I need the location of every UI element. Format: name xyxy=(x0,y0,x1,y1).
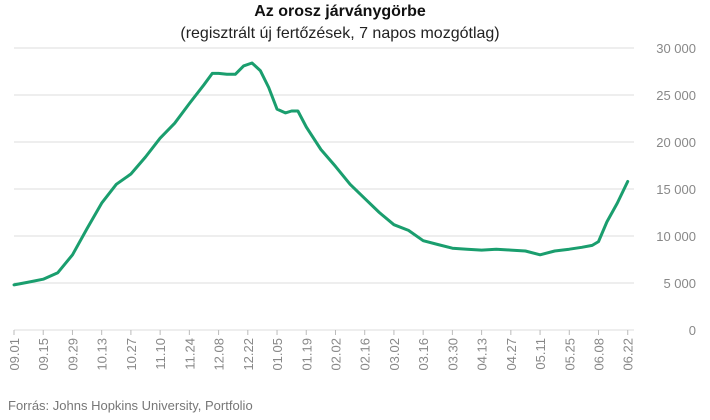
x-tick-label: 10.13 xyxy=(95,338,110,371)
x-tick-label: 09.15 xyxy=(36,338,51,371)
x-tick-label: 12.22 xyxy=(241,338,256,371)
x-tick-label: 01.19 xyxy=(299,338,314,371)
chart-title: Az orosz járványgörbe xyxy=(254,3,426,20)
x-tick-label: 02.02 xyxy=(328,338,343,371)
y-tick-label: 25 000 xyxy=(656,88,696,103)
x-tick-label: 03.02 xyxy=(387,338,402,371)
x-tick-label: 03.16 xyxy=(416,338,431,371)
x-tick-label: 01.05 xyxy=(270,338,285,371)
y-tick-label: 15 000 xyxy=(656,182,696,197)
y-tick-label: 0 xyxy=(689,323,696,338)
x-tick-label: 11.24 xyxy=(182,338,197,370)
x-tick-label: 09.29 xyxy=(65,338,80,371)
x-tick-label: 09.01 xyxy=(7,338,22,371)
chart-subtitle: (regisztrált új fertőzések, 7 napos mozg… xyxy=(180,25,500,42)
y-tick-label: 5 000 xyxy=(663,276,696,291)
x-tick-label: 10.27 xyxy=(124,338,139,371)
series-line xyxy=(12,61,630,287)
x-tick-label: 05.25 xyxy=(562,338,577,371)
x-tick-label: 04.27 xyxy=(504,338,519,371)
x-tick-label: 03.30 xyxy=(445,338,460,371)
x-tick-label: 04.13 xyxy=(475,338,490,371)
chart-source: Forrás: Johns Hopkins University, Portfo… xyxy=(8,398,253,413)
y-tick-label: 20 000 xyxy=(656,135,696,150)
y-tick-label: 10 000 xyxy=(656,229,696,244)
x-tick-label: 06.08 xyxy=(592,338,607,371)
x-tick-label: 02.16 xyxy=(358,338,373,371)
x-tick-label: 06.22 xyxy=(621,338,636,371)
y-tick-label: 30 000 xyxy=(656,41,696,56)
x-tick-label: 12.08 xyxy=(212,338,227,371)
x-tick-label: 05.11 xyxy=(533,338,548,370)
x-tick-label: 11.10 xyxy=(153,338,168,370)
